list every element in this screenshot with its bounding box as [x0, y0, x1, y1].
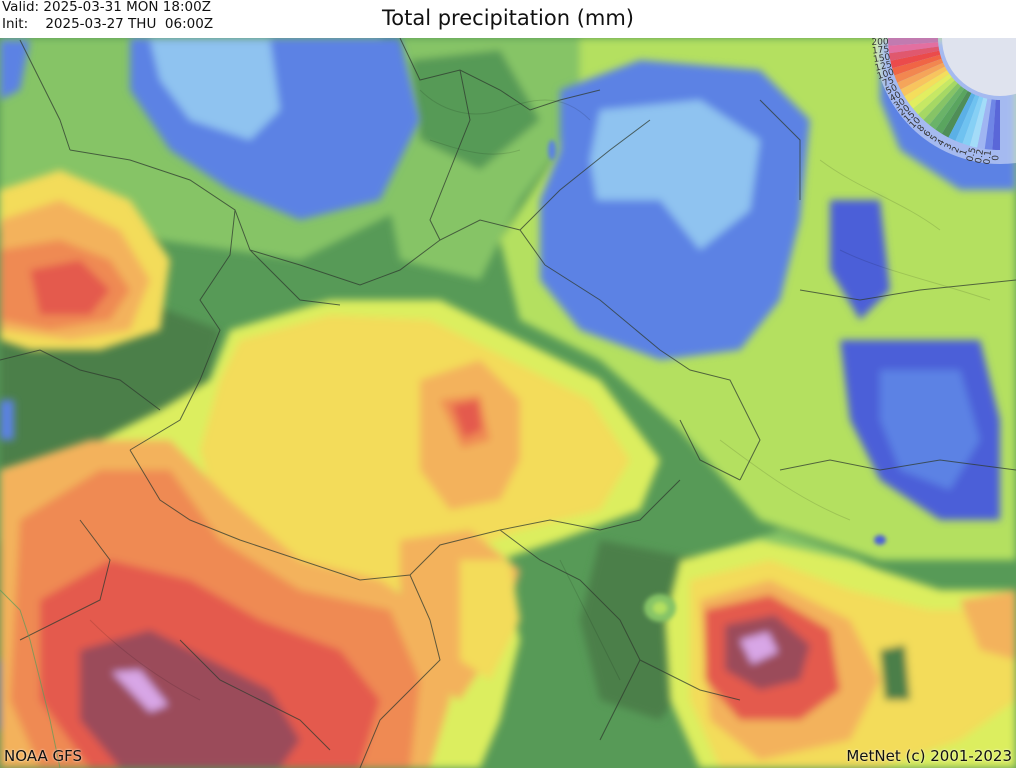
init-time: Init: 2025-03-27 THU 06:00Z [2, 16, 213, 32]
legend-wedge [977, 98, 992, 149]
init-value: 2025-03-27 THU 06:00Z [45, 16, 214, 32]
legend-wedge [894, 58, 944, 83]
legend-level-label: 0.5 [966, 147, 979, 163]
legend-level-label: 4 [936, 138, 948, 148]
legend-dial-center [942, 38, 1016, 96]
legend-level-label: 0.1 [983, 150, 994, 165]
coastline [0, 589, 61, 768]
legend-wedge [897, 62, 945, 90]
legend-level-label: 50 [885, 83, 900, 97]
legend-level-label: 2 [951, 145, 962, 154]
southeast-warm-zone [665, 540, 1016, 768]
legend-wedge [913, 77, 955, 115]
legend-wedge [888, 38, 939, 46]
warm-zones [0, 300, 660, 768]
legend-level-label: 200 [871, 38, 889, 48]
isolated-cells [548, 140, 886, 622]
legend-level-label: 3 [943, 142, 954, 151]
legend-wedge [892, 54, 942, 76]
legend-level-label: 6 [922, 128, 934, 139]
west-warm-zone [0, 170, 170, 350]
legend-wedge [992, 99, 1000, 150]
legend-wedge [904, 70, 950, 103]
legend-level-label: 175 [872, 45, 890, 57]
legend-wedge [948, 93, 976, 141]
header-bar: Valid: 2025-03-31 MON 18:00Z Init: 2025-… [0, 0, 1016, 38]
legend-level-label: 150 [873, 52, 892, 65]
data-source-label: NOAA GFS [4, 747, 82, 765]
legend-wedge [890, 50, 941, 69]
valid-value: 2025-03-31 MON 18:00Z [43, 0, 211, 15]
valid-time: Valid: 2025-03-31 MON 18:00Z [2, 0, 211, 15]
country-borders [0, 38, 1016, 768]
precipitation-legend: 2001751501251007550403020151086543210.50… [871, 38, 1016, 165]
legend-wedge [908, 73, 952, 109]
copyright-label: MetNet (c) 2001-2023 [846, 747, 1012, 765]
legend-level-label: 0.2 [974, 148, 986, 164]
map-canvas: 2001751501251007550403020151086543210.50… [0, 38, 1016, 768]
legend-level-label: 125 [874, 60, 893, 74]
legend-wedge [935, 88, 968, 134]
map-title: Total precipitation (mm) [382, 6, 634, 30]
legend-wedge [929, 86, 965, 130]
legend-wedge [888, 42, 939, 54]
legend-wedge [923, 83, 961, 125]
legend-level-label: 1 [959, 148, 970, 156]
legend-level-label: 40 [888, 90, 903, 104]
legend-wedge [918, 80, 958, 120]
legend-wedge [962, 96, 984, 146]
legend-level-label: 75 [881, 76, 895, 90]
precipitation-map: 200 175 150 125 100 75 50 40 30 20 15 10 8 6 5 4 3 2 1 0.5 0… [0, 38, 1016, 768]
legend-wedge [941, 90, 972, 138]
legend-wedge [955, 94, 980, 144]
legend-wedge [969, 97, 988, 148]
legend-level-label: 5 [929, 133, 941, 143]
init-label: Init: [2, 16, 29, 32]
legend-wedge [984, 99, 996, 150]
legend-level-label: 8 [916, 123, 927, 134]
legend-wedge [889, 46, 940, 61]
valid-label: Valid: [2, 0, 40, 15]
legend-level-label: 0 [991, 155, 1001, 161]
legend-wedge [900, 66, 948, 97]
